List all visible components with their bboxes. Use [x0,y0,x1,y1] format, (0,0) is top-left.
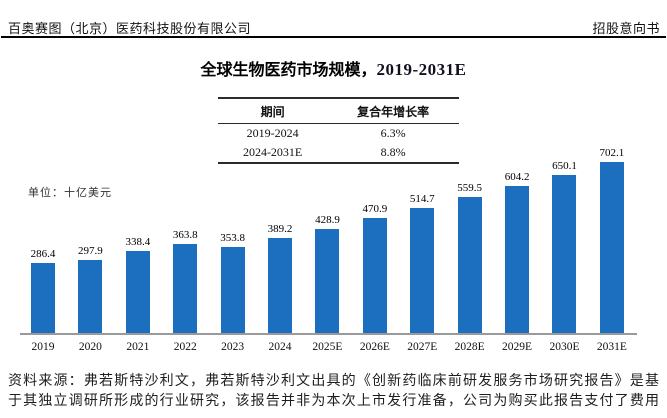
cagr-cell-period: 2019-2024 [246,126,299,140]
bar [315,229,340,333]
bar-column: 514.7 [409,193,435,333]
x-tick-label: 2027E [407,341,438,353]
cagr-table-row: 2019-2024 6.3% [218,124,459,144]
x-tick-label: 2030E [549,341,580,353]
bar-value-label: 297.9 [78,245,103,257]
bar [505,186,530,333]
x-tick-label: 2022 [173,341,197,353]
bar-value-label: 604.2 [504,171,530,183]
bar-column: 650.1 [552,160,577,333]
bar-value-label: 702.1 [599,147,625,159]
figure-title-zh: 全球生物医药市场规模， [200,62,377,79]
bar-column: 286.4 [31,248,55,333]
bar [410,208,435,333]
bar [457,197,482,333]
x-tick-label: 2020 [78,341,102,353]
bar-column: 428.9 [315,214,340,333]
figure-title-range: 2019-2031E [376,60,467,79]
cagr-table-row: 2024-2031E 8.8% [218,143,459,163]
bar-column: 338.4 [125,236,151,333]
document-type: 招股意向书 [592,21,660,36]
bar-column: 297.9 [78,245,103,333]
bar-value-label: 353.8 [220,232,245,244]
cagr-cell-rate: 6.3% [380,126,406,140]
bar-value-label: 559.5 [457,182,483,194]
chart-plot: 286.4 297.9 338.4 363.8 353.8 389.2 428.9 470.9… [20,147,637,333]
bar-chart: 286.4 297.9 338.4 363.8 353.8 389.2 428.9 470.9… [20,147,637,353]
bar-column: 470.9 [362,203,388,333]
chart-ticks: 2019 2020 2021 2022 2023 2024 2025E 2026E 2027E 2… [20,335,637,353]
cagr-table-header-row: 期间 复合年增长率 [218,98,459,124]
cagr-cell-period: 2024-2031E [242,145,303,159]
cagr-header-period: 期间 [218,98,328,124]
bar-value-label: 338.4 [125,236,151,248]
x-tick-label: 2028E [454,341,485,353]
bar-value-label: 650.1 [552,160,577,172]
cagr-table: 期间 复合年增长率 2019-2024 6.3% 2024-2031E 8.8% [218,97,459,164]
bar [173,244,198,333]
bar [362,218,387,333]
bar-value-label: 389.2 [267,223,293,235]
x-tick-label: 2019 [31,341,55,353]
x-tick-label: 2024 [268,341,292,353]
cagr-cell-rate: 8.8% [380,145,406,159]
x-tick-label: 2021 [126,341,150,353]
bar [125,251,150,333]
bar-value-label: 470.9 [362,203,388,215]
source-line: 于其独立调研所形成的行业研究，该报告并非为本次上市发行准备，公司为购买此报告支付… [8,394,659,409]
bar-column: 604.2 [505,171,529,333]
x-tick-label: 2031E [596,341,627,353]
figure-title: 全球生物医药市场规模，2019-2031E [0,56,667,80]
company-name: 百奥赛图（北京）医药科技股份有限公司 [8,21,252,36]
bar-column: 702.1 [600,147,624,333]
cagr-header-rate: 复合年增长率 [327,98,459,124]
bar [31,263,55,333]
page-header: 百奥赛图（北京）医药科技股份有限公司 招股意向书 [8,18,660,37]
source-line: 资料来源：弗若斯特沙利文，弗若斯特沙利文出具的《创新药临床前研发服务市场研究报告… [8,374,659,389]
unit-label: 单位：十亿美元 [28,187,112,199]
bar [220,247,245,333]
x-tick-label: 2026E [359,341,390,353]
x-tick-label: 2023 [221,341,245,353]
bar-column: 389.2 [268,223,292,333]
bar-value-label: 363.8 [172,229,198,241]
bar [78,260,103,333]
bar [552,175,577,333]
bar-column: 363.8 [172,229,198,333]
bar [599,162,624,333]
bar-value-label: 514.7 [409,193,435,205]
header-divider [1,36,666,38]
source-note: 资料来源：弗若斯特沙利文，弗若斯特沙利文出具的《创新药临床前研发服务市场研究报告… [8,372,659,412]
bar-column: 559.5 [457,182,483,333]
bar-value-label: 428.9 [315,214,340,226]
x-tick-label: 2029E [502,341,533,353]
x-tick-label: 2025E [312,341,343,353]
x-axis-line [20,333,637,335]
bar [268,238,293,333]
bar-column: 353.8 [220,232,245,333]
bar-value-label: 286.4 [30,248,56,260]
